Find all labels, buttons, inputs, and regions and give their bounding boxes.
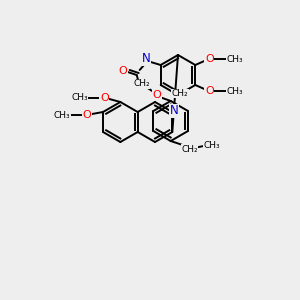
Text: O: O — [205, 54, 214, 64]
Text: CH₂: CH₂ — [182, 145, 198, 154]
Text: N: N — [142, 52, 151, 64]
Text: H: H — [141, 55, 149, 65]
Text: O: O — [100, 93, 109, 103]
Text: CH₂: CH₂ — [134, 80, 150, 88]
Text: CH₃: CH₃ — [226, 86, 243, 95]
Text: O: O — [205, 86, 214, 96]
Text: CH₂: CH₂ — [172, 89, 188, 98]
Text: CH₃: CH₃ — [54, 110, 70, 119]
Text: CH₃: CH₃ — [71, 94, 88, 103]
Text: O: O — [83, 110, 92, 120]
Text: CH₃: CH₃ — [203, 140, 220, 149]
Text: O: O — [118, 66, 127, 76]
Text: O: O — [152, 90, 161, 100]
Text: CH₃: CH₃ — [226, 55, 243, 64]
Text: N: N — [170, 104, 179, 118]
